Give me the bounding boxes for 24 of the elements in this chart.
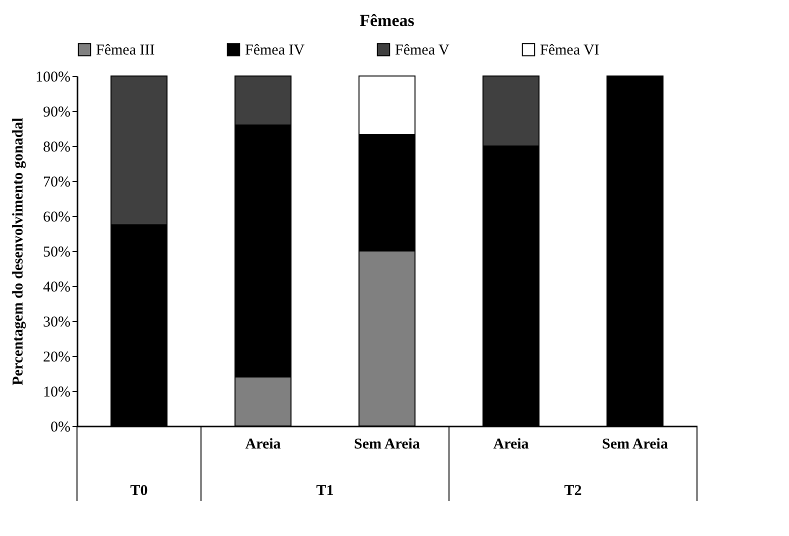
- legend-label: Fêmea IV: [245, 42, 305, 59]
- y-tick-label: 0%: [50, 420, 70, 436]
- text: T2: [564, 483, 582, 499]
- text: T0: [130, 483, 148, 499]
- legend-label: Fêmea VI: [540, 42, 600, 59]
- y-tick-label: 20%: [43, 350, 70, 366]
- x-tick-label: Sem Areia: [354, 436, 420, 452]
- x-tick-label: Areia: [245, 436, 282, 452]
- y-axis-title: Percentagem do desenvolvimento gonadal: [10, 118, 27, 386]
- y-tick-label: 90%: [43, 104, 70, 120]
- y-tick-label: 100%: [36, 70, 70, 86]
- x-tick-label: Sem Areia: [602, 436, 668, 452]
- chart-title: Fêmeas: [360, 11, 415, 30]
- y-tick-label: 50%: [43, 244, 70, 260]
- legend-label: Fêmea V: [395, 42, 450, 59]
- y-tick-label: 80%: [43, 140, 70, 156]
- y-tick-label: 30%: [43, 314, 70, 330]
- x-tick-label: Areia: [493, 436, 530, 452]
- text: T1: [316, 483, 334, 499]
- y-tick-label: 70%: [43, 174, 70, 190]
- y-tick-label: 10%: [43, 384, 70, 400]
- y-tick-label: 60%: [43, 210, 70, 226]
- legend-label: Fêmea III: [96, 42, 155, 59]
- y-tick-label: 40%: [43, 280, 70, 296]
